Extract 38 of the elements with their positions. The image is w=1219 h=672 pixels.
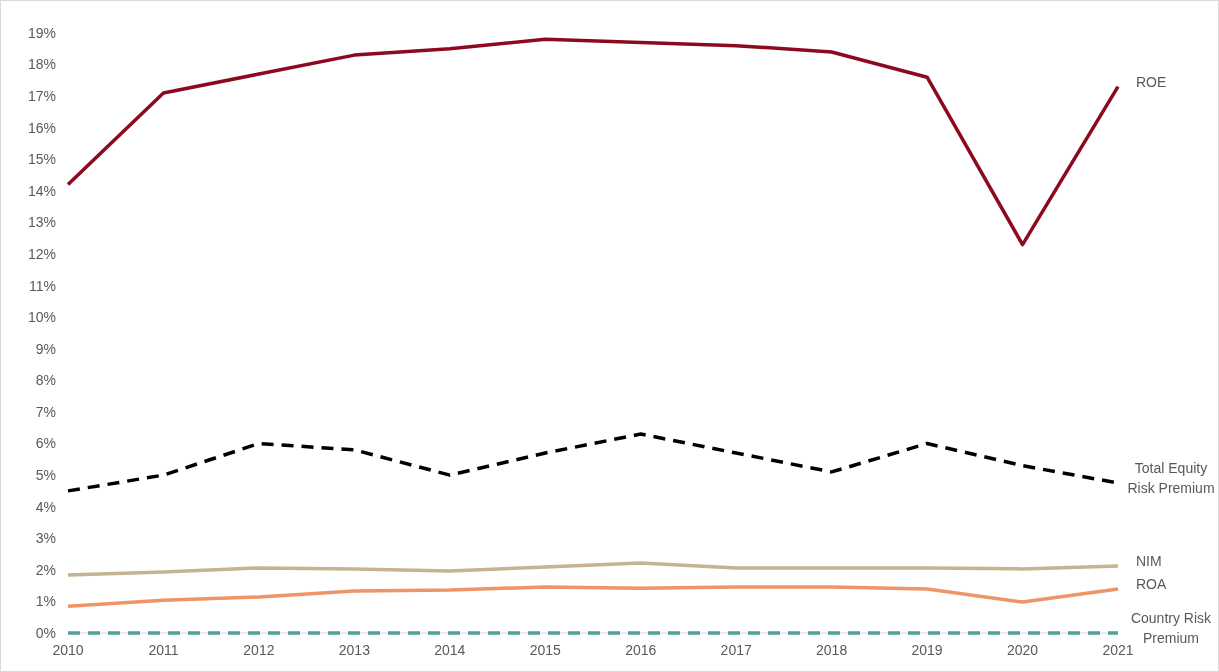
y-tick-label: 14%	[27, 182, 56, 199]
series-label: NIM	[1136, 553, 1162, 570]
x-tick-label: 2011	[148, 642, 179, 658]
y-tick-label: 1%	[35, 593, 56, 610]
y-tick-label: 9%	[35, 340, 56, 357]
x-tick-label: 2012	[243, 642, 275, 658]
y-tick-label: 5%	[35, 467, 56, 484]
x-tick-label: 2014	[434, 642, 466, 658]
y-tick-label: 8%	[35, 372, 56, 389]
y-tick-label: 10%	[27, 309, 56, 326]
y-tick-label: 3%	[35, 530, 56, 547]
y-tick-label: 18%	[27, 56, 56, 73]
y-tick-label: 4%	[35, 498, 56, 515]
x-tick-label: 2018	[816, 642, 848, 658]
x-tick-label: 2017	[720, 642, 752, 658]
y-tick-label: 2%	[35, 561, 56, 578]
y-tick-label: 16%	[27, 119, 56, 136]
series-label: ROA	[1136, 576, 1167, 593]
series-label: ROE	[1136, 73, 1167, 90]
x-tick-label: 2016	[625, 642, 657, 658]
y-tick-label: 11%	[29, 277, 56, 294]
line-series	[66, 561, 1120, 577]
y-tick-label: 15%	[27, 151, 56, 168]
y-tick-label: 19%	[27, 24, 56, 41]
x-tick-label: 2020	[1006, 642, 1039, 658]
x-tick-label: 2010	[52, 642, 84, 658]
y-tick-label: 12%	[27, 245, 56, 262]
x-tick-label: 2013	[338, 642, 371, 658]
y-tick-label: 0%	[35, 624, 56, 641]
line-series	[66, 585, 1120, 608]
y-tick-label: 7%	[35, 403, 56, 420]
y-tick-label: 6%	[35, 435, 56, 452]
x-tick-label: 2015	[529, 642, 562, 658]
y-tick-label: 17%	[27, 88, 56, 105]
line-series	[66, 37, 1120, 247]
x-tick-label: 2019	[911, 642, 943, 658]
y-tick-label: 13%	[27, 214, 56, 231]
series-label: Total Equity Risk Premium	[1127, 460, 1215, 496]
